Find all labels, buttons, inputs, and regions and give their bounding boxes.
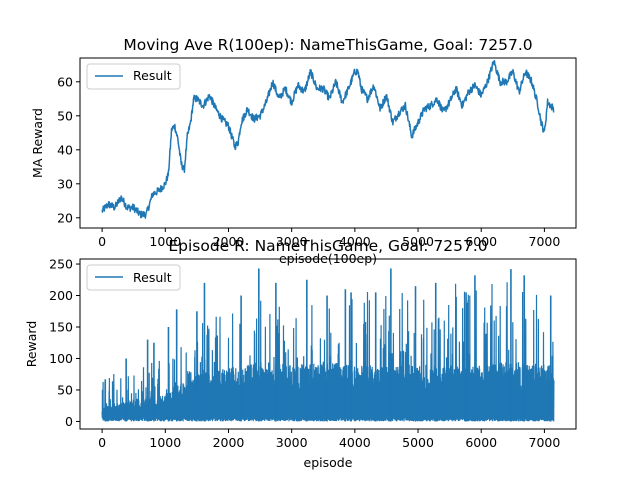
episode-reward-legend: Result [86, 264, 181, 291]
episode-reward-y-tick-label: 200 [49, 288, 73, 303]
ma-reward-legend: Result [86, 63, 181, 90]
ma-reward-x-ticks: 0 1000 2000 3000 4000 5000 6000 7000 [98, 228, 560, 249]
episode-reward-x-tick-label: 3000 [276, 435, 308, 450]
episode-reward-chart: 0 1000 2000 3000 4000 5000 6000 7000 0501001502… [24, 237, 577, 470]
ma-reward-x-tick-label: 5000 [402, 234, 434, 249]
ma-reward-x-tick-label: 1000 [149, 234, 181, 249]
ma-reward-y-tick-label: 20 [57, 210, 73, 225]
ma-reward-y-tick-label: 50 [57, 108, 73, 123]
episode-reward-chart-title: Episode R: NameThisGame, Goal: 7257.0 [168, 237, 487, 255]
ma-reward-x-tick-label: 2000 [213, 234, 245, 249]
ma-reward-legend-box [86, 63, 181, 90]
episode-reward-y-tick-label: 250 [49, 257, 73, 272]
ma-reward-axes-frame [79, 57, 577, 229]
ma-reward-x-tick-label: 4000 [339, 234, 371, 249]
episode-reward-x-tick-label: 1000 [149, 435, 181, 450]
episode-reward-y-ticks: 0 50 100 150 200 250 [49, 257, 80, 429]
ma-reward-chart-title: Moving Ave R(100ep): NameThisGame, Goal:… [123, 36, 532, 54]
ma-reward-y-axis-label: MA Reward [30, 108, 45, 178]
episode-reward-x-tick-label: 6000 [465, 435, 497, 450]
episode-reward-axes-frame [79, 258, 577, 430]
ma-reward-x-tick-label: 6000 [465, 234, 497, 249]
episode-reward-y-tick-label: 150 [49, 320, 73, 335]
episode-reward-y-tick-label: 100 [49, 351, 73, 366]
episode-reward-legend-label: Result [133, 270, 172, 285]
ma-reward-series-line [101, 60, 555, 219]
ma-reward-x-tick-label: 7000 [529, 234, 561, 249]
episode-reward-x-ticks: 0 1000 2000 3000 4000 5000 6000 7000 [98, 429, 560, 450]
episode-reward-legend-box [86, 264, 181, 291]
episode-reward-x-tick-label: 0 [98, 435, 106, 450]
ma-reward-y-tick-label: 40 [57, 142, 73, 157]
episode-reward-x-tick-label: 2000 [213, 435, 245, 450]
ma-reward-x-tick-label: 3000 [276, 234, 308, 249]
episode-reward-y-axis-label: Reward [24, 321, 39, 368]
ma-reward-plot-layer [101, 60, 555, 219]
episode-reward-x-tick-label: 5000 [402, 435, 434, 450]
episode-reward-y-tick-label: 50 [57, 382, 73, 397]
episode-reward-y-tick-label: 0 [65, 414, 73, 429]
ma-reward-y-ticks: 20 30 40 50 60 [57, 74, 80, 225]
ma-reward-y-tick-label: 30 [57, 176, 73, 191]
ma-reward-legend-label: Result [133, 68, 172, 83]
episode-reward-x-tick-label: 4000 [339, 435, 371, 450]
episode-reward-x-tick-label: 7000 [529, 435, 561, 450]
ma-reward-y-tick-label: 60 [57, 74, 73, 89]
ma-reward-x-tick-label: 0 [98, 234, 106, 249]
episode-reward-x-axis-label: episode [304, 455, 353, 470]
episode-reward-plot-layer [101, 268, 555, 422]
